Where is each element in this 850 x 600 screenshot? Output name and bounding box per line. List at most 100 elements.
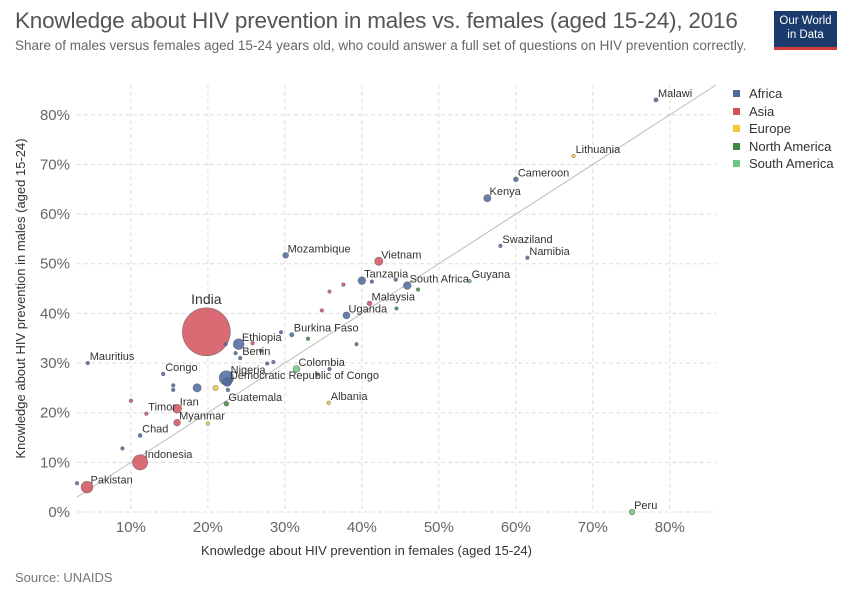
data-point [653, 97, 659, 103]
point-label: Nigeria [231, 365, 267, 377]
y-tick-label: 50% [40, 256, 70, 273]
data-point [250, 341, 255, 346]
point-label: Tanzania [364, 269, 409, 281]
data-point [80, 480, 94, 494]
y-tick-label: 60% [40, 206, 70, 223]
legend-swatch [733, 142, 740, 150]
x-tick-label: 10% [116, 519, 146, 536]
data-point [525, 255, 530, 260]
data-point [223, 342, 228, 347]
point-label: Guatemala [228, 392, 283, 404]
legend-swatch [733, 160, 740, 168]
data-point [120, 446, 125, 451]
owid-logo[interactable]: Our World in Data [774, 11, 837, 50]
data-point [327, 366, 332, 372]
logo-line-2: in Data [787, 29, 824, 41]
data-point [171, 387, 176, 392]
point-label: Timor [148, 402, 176, 414]
legend-label: Europe [749, 121, 791, 137]
x-tick-label: 70% [578, 519, 608, 536]
point-label: Lithuania [576, 144, 622, 156]
point-label: Cameroon [518, 167, 569, 179]
legend-item[interactable]: Africa [733, 85, 834, 103]
point-label: Kenya [490, 186, 522, 198]
legend-item[interactable]: North America [733, 138, 834, 156]
data-point [319, 308, 324, 313]
data-point [172, 403, 182, 414]
legend-label: Africa [749, 86, 783, 102]
data-point [498, 243, 503, 248]
legend-item[interactable]: South America [733, 155, 834, 173]
data-point [74, 481, 80, 486]
point-label: Namibia [529, 246, 570, 258]
data-point [132, 454, 149, 471]
legend-swatch [733, 125, 740, 133]
point-label: Mozambique [288, 243, 351, 255]
point-label: Benin [242, 346, 270, 358]
data-point [289, 332, 295, 338]
legend-swatch [733, 107, 740, 115]
point-label: Iran [180, 397, 199, 409]
data-point [128, 398, 133, 403]
point-label: Malawi [658, 88, 692, 100]
data-point [223, 401, 230, 407]
data-point [374, 256, 384, 266]
legend-item[interactable]: Asia [733, 103, 834, 121]
point-label: South Africa [410, 274, 470, 286]
point-label: Peru [634, 500, 657, 512]
logo-underline [774, 47, 837, 50]
y-tick-label: 70% [40, 156, 70, 173]
point-label: Vietnam [381, 249, 421, 261]
x-tick-label: 80% [655, 519, 685, 536]
point-label: Democratic Republic of Congo [230, 370, 379, 382]
legend-swatch [733, 90, 740, 98]
y-axis-label: Knowledge about HIV prevention in males … [13, 138, 28, 458]
x-tick-label: 20% [193, 519, 223, 536]
y-tick-label: 80% [40, 107, 70, 124]
data-point [315, 372, 320, 377]
logo-line-1: Our World [779, 15, 832, 27]
y-tick-label: 40% [40, 305, 70, 322]
data-point [342, 311, 351, 320]
data-point [173, 418, 181, 427]
data-point [85, 360, 90, 366]
point-label: Uganda [349, 303, 388, 315]
data-point [238, 355, 243, 361]
data-point [369, 279, 374, 284]
data-point [483, 194, 492, 203]
data-point [171, 383, 176, 388]
point-label: Congo [165, 362, 197, 374]
data-point [327, 289, 332, 294]
legend-label: North America [749, 138, 832, 154]
data-point [513, 176, 519, 183]
legend-item[interactable]: Europe [733, 120, 834, 138]
source-note[interactable]: Source: UNAIDS [15, 570, 113, 585]
data-point [233, 338, 245, 350]
data-point [357, 276, 367, 285]
data-point [233, 351, 238, 356]
data-point [271, 359, 276, 365]
x-tick-label: 30% [270, 519, 300, 536]
data-point [144, 411, 149, 416]
y-tick-label: 30% [40, 355, 70, 372]
data-point [205, 421, 210, 426]
point-label: Colombia [298, 357, 345, 369]
point-label: Guyana [472, 269, 511, 281]
data-point [222, 377, 232, 387]
point-label: Mauritius [90, 351, 135, 363]
y-tick-label: 10% [40, 454, 70, 471]
legend: Africa Asia Europe North America South Ameri… [733, 85, 834, 173]
data-point [394, 306, 399, 311]
data-point [225, 387, 231, 393]
x-tick-label: 60% [501, 519, 531, 536]
x-axis-label: Knowledge about HIV prevention in female… [201, 543, 532, 558]
point-label: Indonesia [145, 449, 194, 461]
data-point [341, 282, 346, 287]
data-point [571, 153, 576, 159]
data-point [192, 383, 202, 393]
data-point [161, 371, 166, 377]
chart-subtitle: Share of males versus females aged 15-24… [15, 38, 747, 53]
y-tick-label: 0% [48, 504, 70, 521]
y-tick-label: 20% [40, 405, 70, 422]
